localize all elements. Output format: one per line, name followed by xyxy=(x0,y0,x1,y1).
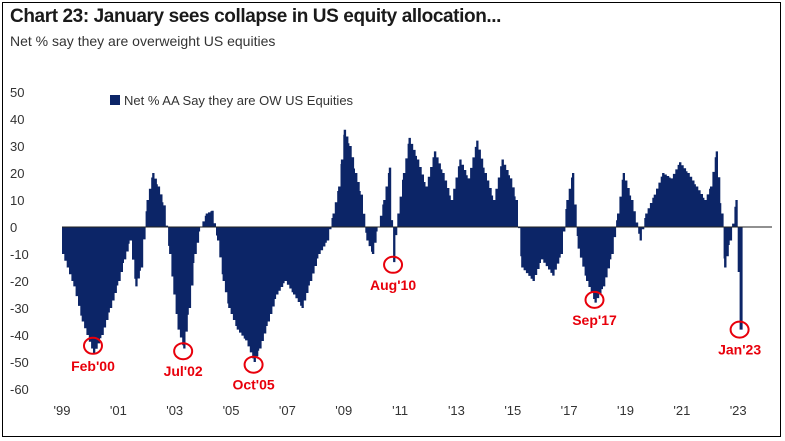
x-tick-label: '11 xyxy=(392,403,408,418)
y-tick-label: -20 xyxy=(10,274,29,289)
y-tick-label: -50 xyxy=(10,355,29,370)
x-tick-label: '07 xyxy=(279,403,296,418)
legend-swatch xyxy=(110,95,120,105)
x-tick-label: '19 xyxy=(617,403,634,418)
series-area xyxy=(62,129,743,362)
x-tick-label: '03 xyxy=(166,403,183,418)
y-tick-label: -10 xyxy=(10,247,29,262)
annotation-label: Aug'10 xyxy=(370,277,416,293)
chart-title: Chart 23: January sees collapse in US eq… xyxy=(10,6,502,27)
y-tick-label: 40 xyxy=(10,112,24,127)
annotation-label: Sep'17 xyxy=(572,312,617,328)
annotation-circle xyxy=(729,320,750,339)
legend-label: Net % AA Say they are OW US Equities xyxy=(124,93,354,108)
x-tick-label: '23 xyxy=(730,403,747,418)
annotation-circle xyxy=(383,255,404,274)
annotation-label: Jan'23 xyxy=(718,342,761,358)
y-tick-label: 50 xyxy=(10,85,24,100)
y-axis: 50 40 30 20 10 0 -10 -20 -30 -40 -50 -60 xyxy=(10,85,29,397)
x-tick-label: '05 xyxy=(223,403,240,418)
legend: Net % AA Say they are OW US Equities xyxy=(110,93,354,108)
annotation-label: Oct'05 xyxy=(232,377,274,393)
x-tick-label: '13 xyxy=(448,403,465,418)
y-tick-label: -30 xyxy=(10,301,29,316)
chart-subtitle: Net % say they are overweight US equitie… xyxy=(10,33,276,49)
annotation-circle xyxy=(173,342,194,361)
x-tick-label: '15 xyxy=(504,403,521,418)
annotations: Feb'00 Jul'02 Oct'05 Aug'10 Sep'17 Jan'23 xyxy=(71,255,761,393)
annotation-circle xyxy=(82,336,103,355)
x-axis: '99 '01 '03 '05 '07 '09 '11 '13 '15 '17 '19 '21 '23 xyxy=(54,403,747,418)
y-tick-label: -40 xyxy=(10,328,29,343)
x-tick-label: '17 xyxy=(561,403,578,418)
annotation-label: Feb'00 xyxy=(71,358,115,374)
annotation-circle xyxy=(243,355,264,374)
annotation-circle xyxy=(584,290,605,309)
y-tick-label: 10 xyxy=(10,193,24,208)
x-tick-label: '99 xyxy=(54,403,71,418)
annotation-label: Jul'02 xyxy=(164,363,203,379)
x-tick-label: '09 xyxy=(335,403,352,418)
y-tick-label: -60 xyxy=(10,382,29,397)
x-tick-label: '01 xyxy=(110,403,127,418)
y-tick-label: 20 xyxy=(10,166,24,181)
x-tick-label: '21 xyxy=(673,403,690,418)
y-tick-label: 0 xyxy=(10,220,17,235)
y-tick-label: 30 xyxy=(10,139,24,154)
